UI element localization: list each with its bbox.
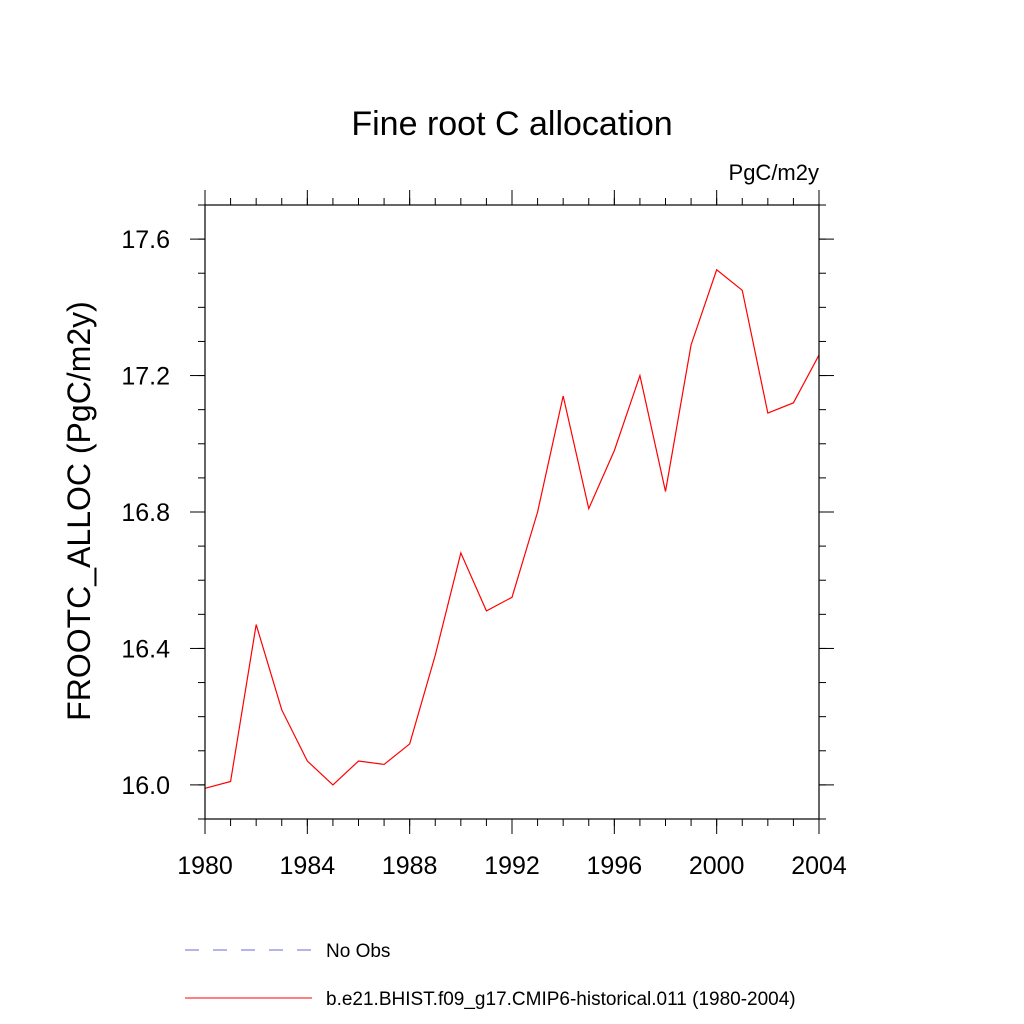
series-line: [204, 268, 820, 789]
y-tick-label: 16.4: [121, 635, 170, 663]
y-tick-label: 16.8: [121, 499, 170, 527]
x-tick-label: 2004: [791, 852, 847, 880]
y-tick-label: 17.6: [121, 226, 170, 254]
chart-title: Fine root C allocation: [351, 105, 672, 143]
x-tick-label: 1980: [177, 852, 233, 880]
x-tick-label: 2000: [689, 852, 745, 880]
legend-label-no-obs: No Obs: [326, 941, 390, 962]
x-tick-labels: 1980 1984 1988 1992 1996 2000 2004: [177, 852, 847, 880]
series-lines: [204, 268, 820, 789]
x-tick-label: 1992: [484, 852, 540, 880]
axis-ticks: [190, 190, 834, 834]
x-tick-label: 1988: [382, 852, 438, 880]
legend-label-model-run: b.e21.BHIST.f09_g17.CMIP6-historical.011…: [326, 989, 796, 1010]
legend: No Obs b.e21.BHIST.f09_g17.CMIP6-histori…: [185, 941, 796, 1010]
x-tick-label: 1984: [280, 852, 336, 880]
y-tick-label: 16.0: [121, 772, 170, 800]
units-label: PgC/m2y: [729, 160, 819, 185]
x-tick-label: 1996: [587, 852, 643, 880]
plot-frame: [204, 204, 820, 820]
y-tick-labels: 16.0 16.4 16.8 17.2 17.6: [121, 226, 170, 800]
y-tick-label: 17.2: [121, 363, 170, 391]
y-axis-label: FROOTC_ALLOC (PgC/m2y): [61, 301, 97, 721]
